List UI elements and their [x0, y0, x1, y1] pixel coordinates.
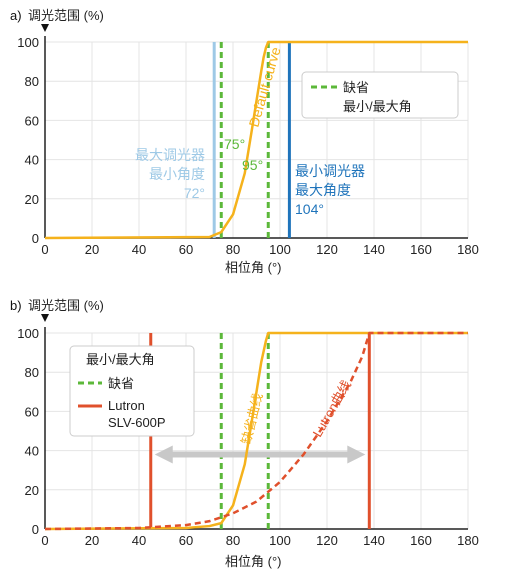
x-tick-label: 160 — [410, 533, 432, 548]
x-tick-label: 140 — [363, 242, 385, 257]
panel-a-axes — [44, 36, 468, 239]
y-tick-label: 60 — [25, 113, 39, 128]
panel-a-grid — [44, 41, 469, 239]
x-tick-label: 120 — [316, 242, 338, 257]
series-line-0 — [44, 40, 468, 240]
panel-b-y-axis-marker-icon — [41, 314, 49, 322]
y-tick-label: 20 — [25, 192, 39, 207]
vline-72-label: 最大调光器最小角度 72° — [135, 147, 205, 201]
default-curve-label-b: 缺省曲线 — [238, 392, 265, 446]
x-tick-label: 120 — [316, 533, 338, 548]
x-tick-label: 180 — [457, 242, 479, 257]
x-tick-label: 80 — [226, 242, 240, 257]
panel-b-x-axis-title: 相位角 (°) — [225, 554, 281, 569]
range-arrow-right-head-icon — [347, 445, 366, 464]
panel-b-legend-title: 最小/最大角 — [86, 352, 155, 367]
panel-a-vlines — [212, 42, 291, 238]
x-tick-label: 60 — [179, 242, 193, 257]
panel-b-legend-label-lutron: Lutron SLV-600P — [108, 398, 166, 430]
panel-a-y-axis-title: 调光范围 (%) — [28, 8, 104, 23]
y-tick-label: 20 — [25, 483, 39, 498]
y-tick-label: 40 — [25, 153, 39, 168]
y-tick-label: 60 — [25, 404, 39, 419]
x-tick-label: 80 — [226, 533, 240, 548]
lutron-curve-label: Lutron曲线 — [310, 378, 354, 440]
panel-a-legend: 缺省最小/最大角 — [301, 71, 459, 119]
y-tick-label: 100 — [17, 326, 39, 341]
x-tick-label: 40 — [132, 533, 146, 548]
y-tick-label: 40 — [25, 444, 39, 459]
panel-a-legend-label: 缺省最小/最大角 — [343, 80, 412, 114]
vline-95-label: 95° — [242, 157, 263, 173]
x-tick-label: 20 — [85, 533, 99, 548]
panel-a: a) 调光范围 (%) 0 20 40 60 80 100 120 140 160 180 0 20 4… — [10, 8, 479, 275]
x-tick-label: 20 — [85, 242, 99, 257]
x-tick-label: 100 — [269, 533, 291, 548]
vline-75-label: 75° — [224, 136, 245, 152]
x-tick-label: 0 — [41, 242, 48, 257]
panel-b-series — [44, 331, 468, 531]
panel-a-y-axis-marker-icon — [41, 24, 49, 32]
panel-a-legend-box — [301, 71, 459, 119]
panel-a-ticks: 0 20 40 60 80 100 120 140 160 180 0 20 40 60 80 100 — [17, 35, 479, 257]
y-tick-label: 0 — [32, 522, 39, 537]
series-line-1 — [44, 331, 468, 531]
series-line-0 — [44, 331, 468, 531]
default-curve-label: Default curve — [246, 45, 284, 129]
x-tick-label: 100 — [269, 242, 291, 257]
panel-a-vline-labels: 最大调光器最小角度 72° 75° 95° 最小调光器最大角度 104° — [135, 136, 365, 217]
panel-b-legend-label-default: 缺省 — [108, 376, 134, 391]
panel-b-label: b) — [10, 298, 22, 313]
panel-b: b) 调光范围 (%) 0 20 40 60 80 100 120 140 160 180 0 20 4… — [10, 298, 479, 569]
panel-a-x-axis-title: 相位角 (°) — [225, 260, 281, 275]
y-tick-label: 100 — [17, 35, 39, 50]
x-tick-label: 60 — [179, 533, 193, 548]
x-tick-label: 180 — [457, 533, 479, 548]
y-tick-label: 80 — [25, 365, 39, 380]
panel-a-series — [44, 40, 468, 240]
y-tick-label: 80 — [25, 74, 39, 89]
panel-b-y-axis-title: 调光范围 (%) — [28, 298, 104, 313]
x-tick-label: 140 — [363, 533, 385, 548]
panel-a-label: a) — [10, 8, 22, 23]
x-tick-label: 0 — [41, 533, 48, 548]
range-arrow — [154, 445, 366, 464]
x-tick-label: 160 — [410, 242, 432, 257]
panel-b-legend: 最小/最大角 缺省 Lutron SLV-600P — [69, 345, 195, 437]
panel-b-legend-box — [69, 345, 195, 437]
y-tick-label: 0 — [32, 231, 39, 246]
range-arrow-left-head-icon — [154, 445, 173, 464]
x-tick-label: 40 — [132, 242, 146, 257]
vline-104-label: 最小调光器最大角度 104° — [295, 163, 365, 217]
panel-b-ticks: 0 20 40 60 80 100 120 140 160 180 0 20 40 60 80 100 — [17, 326, 479, 548]
